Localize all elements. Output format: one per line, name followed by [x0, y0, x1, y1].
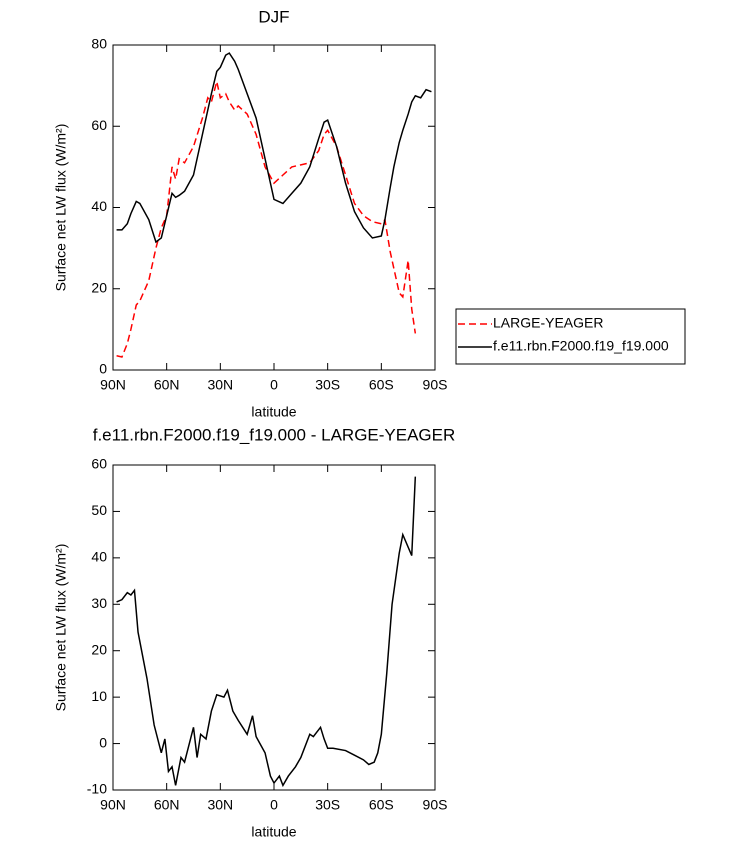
chart-title: f.e11.rbn.F2000.f19_f19.000 - LARGE-YEAG… — [93, 425, 456, 444]
x-tick-label: 60N — [154, 377, 180, 393]
x-tick-label: 60S — [369, 377, 394, 393]
legend-label: LARGE-YEAGER — [493, 315, 603, 331]
y-axis-label: Surface net LW flux (W/m²) — [53, 544, 69, 712]
series-line — [116, 52, 432, 244]
chart-title: DJF — [258, 7, 289, 26]
x-axis-label: latitude — [251, 404, 296, 420]
x-tick-label: 30S — [315, 797, 340, 813]
y-tick-label: 40 — [91, 549, 107, 565]
x-axis-label: latitude — [251, 824, 296, 840]
y-tick-label: 80 — [91, 36, 107, 52]
x-tick-label: 90N — [100, 377, 126, 393]
series-line — [116, 476, 417, 788]
x-tick-label: 0 — [270, 377, 278, 393]
x-tick-label: 60N — [154, 797, 180, 813]
y-tick-label: 0 — [99, 734, 107, 750]
x-tick-label: 90S — [423, 797, 448, 813]
y-tick-label: 10 — [91, 688, 107, 704]
legend-label: f.e11.rbn.F2000.f19_f19.000 — [493, 338, 669, 354]
y-tick-label: -10 — [87, 781, 107, 797]
legend-frame — [455, 308, 686, 365]
y-axis-label: Surface net LW flux (W/m²) — [53, 124, 69, 292]
x-tick-label: 30N — [207, 797, 233, 813]
y-tick-label: 20 — [91, 279, 107, 295]
y-tick-label: 20 — [91, 641, 107, 657]
y-tick-label: 60 — [91, 117, 107, 133]
x-tick-label: 0 — [270, 797, 278, 813]
x-tick-label: 60S — [369, 797, 394, 813]
y-tick-label: 0 — [99, 361, 107, 377]
plot-frame — [112, 464, 436, 791]
x-tick-label: 30N — [207, 377, 233, 393]
x-tick-label: 90S — [423, 377, 448, 393]
legend: LARGE-YEAGER f.e11.rbn.F2000.f19_f19.000 — [455, 308, 686, 365]
y-tick-label: 50 — [91, 502, 107, 518]
series-line — [116, 81, 417, 358]
x-tick-label: 30S — [315, 377, 340, 393]
x-tick-label: 90N — [100, 797, 126, 813]
y-tick-label: 40 — [91, 198, 107, 214]
y-tick-label: 60 — [91, 456, 107, 472]
y-tick-label: 30 — [91, 595, 107, 611]
